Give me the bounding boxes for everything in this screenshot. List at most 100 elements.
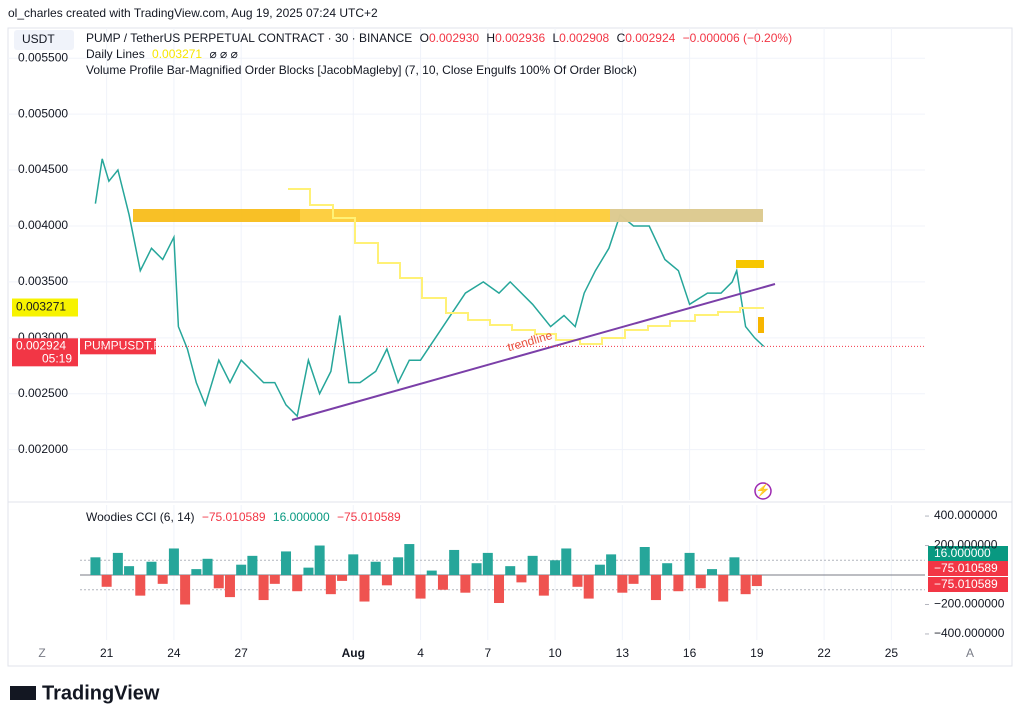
cci-bar [550,560,561,576]
cci-bar [359,575,370,602]
x-tick-label: 13 [616,646,630,660]
cci-bar [606,554,617,576]
order-block [736,260,764,268]
cci-bar [516,575,527,583]
last-price-box [12,338,78,367]
credit: ol_charles created with TradingView.com,… [8,6,378,20]
alert-icon[interactable] [754,482,772,500]
cci-bar [191,569,202,576]
cci-bar [381,575,392,586]
symbol-tag [80,338,156,355]
legend: PUMP / TetherUS PERPETUAL CONTRACT · 30 … [86,31,792,77]
x-tick-label: 21 [100,646,114,660]
cci-bar [90,557,101,576]
cci-bar [348,554,359,576]
cci-bar [437,575,448,590]
cci-bar [101,575,112,587]
cci-bar [673,575,684,592]
axis-button[interactable]: Z [38,646,45,660]
x-tick-label: 27 [234,646,248,660]
countdown: 05:19 [42,351,72,365]
cci-bar [236,564,247,576]
order-block [610,209,763,222]
cci-bar [157,575,168,584]
x-tick-label: 16 [683,646,697,660]
cci-bar [370,561,381,576]
cci-bar [639,547,650,576]
currency[interactable]: USDT [22,32,55,46]
trendline[interactable] [291,283,776,421]
logo-mark [10,686,36,700]
cci-bar [146,561,157,576]
daily-level-box [12,298,78,317]
cci-bar [269,575,280,584]
cci-bar [168,548,179,576]
y-tick-label: 0.003500 [18,274,68,288]
axis-button[interactable]: A [966,646,974,660]
readout-box [928,561,1008,576]
cci-bar [135,575,146,596]
cci-bar [538,575,549,596]
cci-bar [583,575,594,599]
cci-bar [213,575,224,589]
indicator: Volume Profile Bar-Magnified Order Block… [86,63,637,77]
cci-bar [729,557,740,576]
symbol-tag-label: PUMPUSDT.P [84,338,161,352]
y-tick-label: 0.002500 [18,386,68,400]
readout: −75.010589 [934,561,998,575]
x-tick-label: Aug [342,646,365,660]
brand: TradingView [42,682,160,704]
cci-bar [505,566,516,576]
x-tick-label: 19 [750,646,764,660]
cci-bar [303,567,314,576]
x-tick-label: 7 [484,646,491,660]
cci-bar [561,548,572,576]
readout-box [928,577,1008,592]
cci-bar [325,575,336,595]
x-tick-label: 22 [817,646,831,660]
cci-bar [314,545,325,576]
order-block [758,317,764,333]
cci-bar [707,569,718,576]
cci-bar [460,575,471,593]
x-tick-label: 4 [417,646,424,660]
x-tick-label: 25 [885,646,899,660]
price-line [94,158,765,418]
trendline-label: trendline [506,328,554,354]
readout-box [928,546,1008,561]
cci-bar [415,575,426,599]
cci-bar [740,575,751,595]
cci-bar [292,575,303,592]
cci-bar [404,544,415,576]
cci-bar [449,549,460,576]
daily-level-label: 0.003271 [16,300,66,314]
cci-bar [695,575,706,589]
y-tick-label: 0.005500 [18,50,68,64]
y-tick-label: 0.005000 [18,106,68,120]
cci-bar [751,575,762,587]
cci-bar [572,575,583,587]
daily-lines: Daily Lines 0.003271 ⌀ ⌀ ⌀ [86,47,238,61]
y-tick-label: −200.000000 [934,597,1005,611]
cci-bar [684,552,695,576]
cci-legend: Woodies CCI (6, 14) −75.010589 16.000000… [86,510,401,524]
daily-line [288,188,764,345]
readout: −75.010589 [934,577,998,591]
cci-bar [617,575,628,593]
y-tick-label: 400.000000 [934,508,998,522]
y-tick-label: 0.004000 [18,218,68,232]
x-tick-label: 24 [167,646,181,660]
cci-bar [482,552,493,576]
cci-bar [426,570,437,576]
cci-bar [494,575,505,604]
cci-bar [224,575,235,598]
frame [7,27,1013,667]
currency-button[interactable] [14,30,74,50]
symbol: PUMP / TetherUS PERPETUAL CONTRACT · 30 … [86,31,792,45]
cci-bar [594,564,605,576]
cci-bar [247,555,258,576]
readout: 16.000000 [934,546,991,560]
cci-bar [650,575,661,601]
cci-bar [202,558,213,576]
